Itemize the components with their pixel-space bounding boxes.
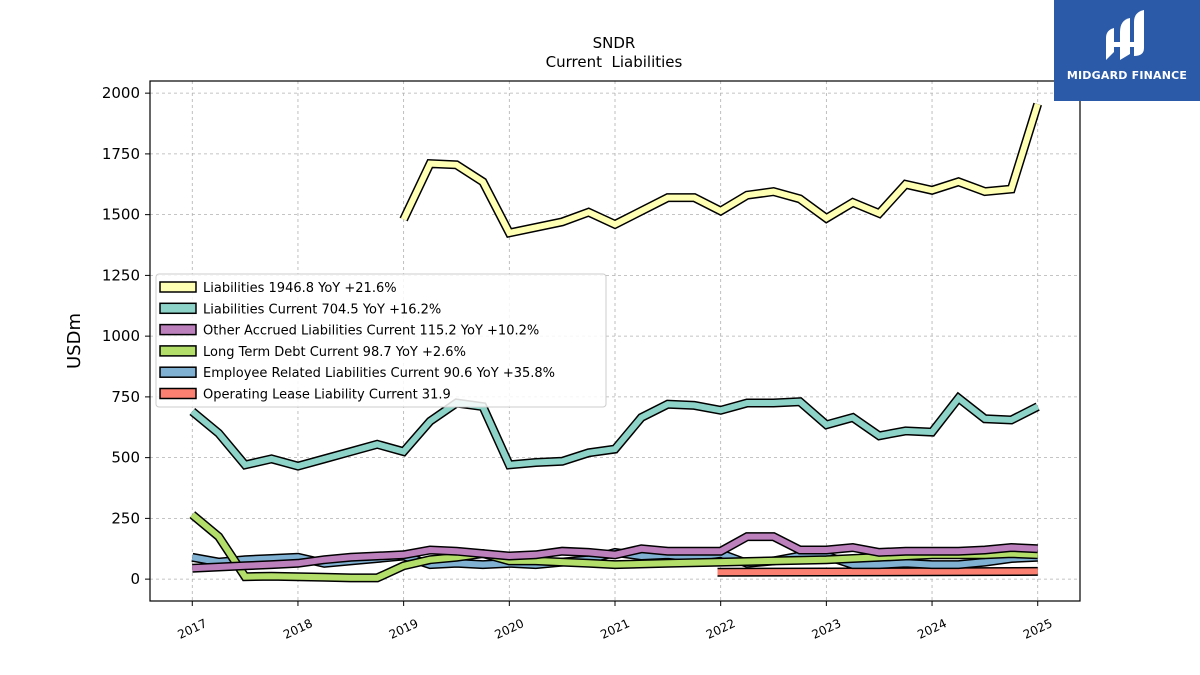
x-tick-label: 2023	[810, 616, 844, 642]
x-tick-label: 2021	[598, 616, 632, 642]
legend-label: Employee Related Liabilities Current 90.…	[203, 366, 555, 381]
y-axis-label: USDm	[64, 313, 85, 369]
series-layer	[189, 102, 1042, 583]
x-tick-label: 2022	[704, 616, 738, 642]
grid	[150, 81, 1080, 601]
legend-swatch	[159, 302, 197, 315]
series-line	[717, 566, 1038, 577]
series-path	[717, 568, 1038, 576]
series-path	[192, 533, 1038, 572]
legend-swatch	[159, 366, 197, 378]
brand-watermark: MIDGARD FINANCE	[1054, 0, 1200, 101]
y-tick-label: 1000	[102, 327, 140, 345]
series-path	[400, 103, 1041, 237]
series-line	[399, 102, 1042, 239]
legend-label: Other Accrued Liabilities Current 115.2 …	[203, 324, 539, 339]
y-tick-label: 250	[111, 509, 140, 527]
y-tick-label: 0	[130, 570, 140, 588]
x-tick-label: 2025	[1021, 616, 1055, 642]
legend-label: Operating Lease Liability Current 31.9	[203, 388, 451, 403]
x-tick-label: 2024	[915, 616, 949, 642]
x-tick-label: 2017	[175, 616, 209, 642]
chart-subtitle: Current Liabilities	[546, 53, 683, 71]
legend-label: Long Term Debt Current 98.7 YoY +2.6%	[203, 345, 466, 360]
legend-label: Liabilities 1946.8 YoY +21.6%	[203, 281, 397, 296]
x-tick-label: 2020	[493, 616, 527, 642]
brand-name: MIDGARD FINANCE	[1066, 69, 1188, 82]
y-tick-label: 1500	[102, 206, 140, 224]
series-line	[192, 532, 1038, 573]
series-path	[190, 393, 1040, 470]
y-tick-label: 500	[111, 449, 140, 467]
legend-swatch	[159, 323, 197, 336]
y-tick-label: 750	[111, 388, 140, 406]
y-tick-label: 1750	[102, 145, 140, 163]
series-line	[189, 391, 1040, 471]
y-tick-label: 1250	[102, 266, 140, 284]
legend-swatch	[159, 345, 197, 357]
legend-swatch	[159, 281, 197, 293]
plot-frame	[149, 80, 1081, 602]
x-tick-label: 2019	[387, 616, 421, 642]
legend-swatch	[159, 387, 197, 400]
legend: Liabilities 1946.8 YoY +21.6% Liabilities…	[155, 273, 607, 408]
legend-box	[155, 273, 607, 408]
brand-logo-icon	[1106, 10, 1144, 60]
y-tick-label: 2000	[102, 84, 140, 102]
x-tick-label: 2018	[281, 616, 315, 642]
legend-label: Liabilities Current 704.5 YoY +16.2%	[203, 302, 441, 317]
chart-title: SNDR	[593, 34, 636, 52]
